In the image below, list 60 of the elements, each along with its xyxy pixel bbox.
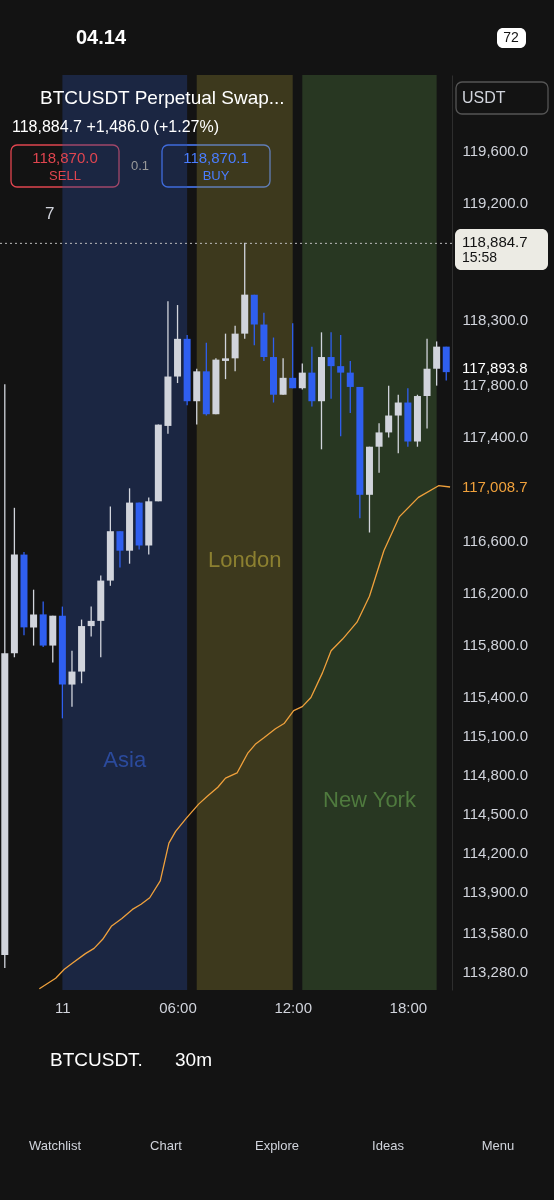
text: Chart <box>150 1138 183 1153</box>
text: Menu <box>481 1138 515 1153</box>
band-label: New York <box>322 787 417 812</box>
annotation: 118,870.0 <box>32 149 98 166</box>
candlestick <box>87 605 95 638</box>
y-tick-label: 118,300.0 <box>462 310 529 328</box>
annotation: 0.1 <box>130 158 150 173</box>
text: BTCUSDT Perpetual Swap... <box>40 87 285 108</box>
text: 04.14 <box>75 26 127 48</box>
band-label: Asia <box>103 747 147 772</box>
text: Watchlist <box>28 1138 82 1153</box>
ref-line-label: 118,884.7 <box>462 233 528 251</box>
text: 117,893.8 <box>462 359 528 376</box>
y-tick-label: 117,400.0 <box>462 427 529 445</box>
candlestick <box>68 650 76 708</box>
text: 72 <box>503 29 519 45</box>
y-tick-label: 116,200.0 <box>462 583 529 601</box>
annotation: BUY <box>202 168 230 183</box>
candlestick <box>298 362 306 391</box>
band-label: London <box>208 547 282 572</box>
candlestick <box>222 332 230 380</box>
candlestick <box>385 384 393 439</box>
candlestick <box>433 340 441 387</box>
candlestick <box>289 322 297 389</box>
y-tick-label: 113,280.0 <box>462 963 529 981</box>
text: 118,884.7 +1,486.0 (+1.27%) <box>12 118 219 135</box>
candlestick <box>394 394 402 454</box>
annotation: SELL <box>49 168 81 183</box>
candlestick <box>279 357 287 396</box>
y-tick-label: 114,800.0 <box>462 765 529 783</box>
y-tick-label: 113,580.0 <box>462 924 529 942</box>
y-tick-label: 116,600.0 <box>462 531 529 549</box>
x-tick-label: 18:00 <box>389 998 428 1016</box>
text: Ideas <box>372 1138 405 1153</box>
x-tick-label: 12:00 <box>274 998 312 1016</box>
candlestick <box>375 422 383 474</box>
candlestick <box>346 360 354 414</box>
text: 15:58 <box>462 249 498 265</box>
candlestick <box>337 334 345 437</box>
text: 30m <box>175 1049 212 1070</box>
text: BTCUSDT. <box>50 1049 143 1070</box>
candlestick <box>30 589 38 647</box>
annotation: 118,870.1 <box>183 149 249 166</box>
y-tick-label: 117,800.0 <box>462 375 529 393</box>
annotation: 7 <box>45 204 55 223</box>
text: USDT <box>462 89 506 106</box>
y-tick-label: 115,400.0 <box>462 687 529 705</box>
y-tick-label: 113,900.0 <box>462 882 529 900</box>
x-tick-label: 11 <box>55 998 71 1016</box>
y-tick-label: 115,800.0 <box>462 635 529 653</box>
y-tick-label: 114,500.0 <box>462 804 529 822</box>
y-tick-label: 114,200.0 <box>462 843 529 861</box>
annotation: 117,008.7 <box>462 478 528 496</box>
y-tick-label: 115,100.0 <box>462 726 529 744</box>
text: Explore <box>254 1138 300 1153</box>
candlestick <box>327 331 335 400</box>
y-tick-label: 119,200.0 <box>462 193 529 211</box>
x-tick-label: 06:00 <box>159 998 197 1016</box>
y-tick-label: 119,600.0 <box>462 141 529 159</box>
candlestick <box>116 530 124 569</box>
